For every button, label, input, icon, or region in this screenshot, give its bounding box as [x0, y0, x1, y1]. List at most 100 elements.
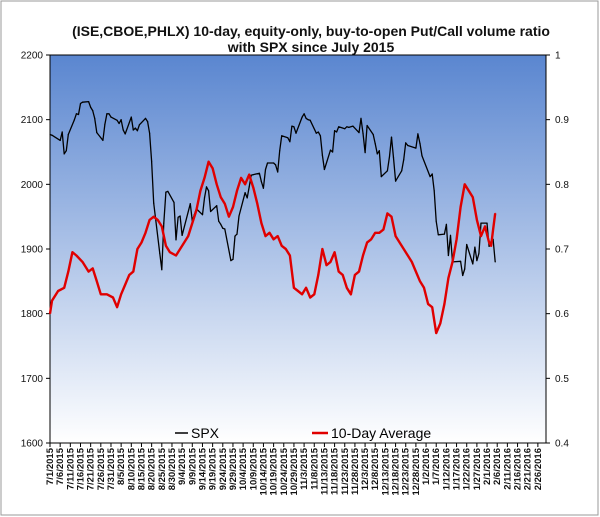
data-point-spx [307, 119, 309, 121]
data-point-spx [222, 227, 224, 229]
data-point-spx [462, 274, 464, 277]
data-point-10-day-average [301, 293, 303, 295]
data-point-spx [248, 186, 250, 188]
data-point-spx [281, 135, 283, 137]
data-point-spx [380, 176, 382, 178]
x-axis: 7/1/2015 7/6/2015 7/11/2015 7/16/2015 7/21/2… [45, 443, 544, 496]
data-point-spx [81, 101, 84, 103]
data-point-spx [73, 119, 75, 121]
data-point-10-day-average [195, 209, 197, 211]
data-point-spx [344, 128, 346, 130]
data-point-spx [134, 127, 136, 129]
data-point-spx [460, 260, 462, 262]
data-point-spx [415, 147, 417, 149]
data-point-10-day-average [116, 306, 118, 308]
left-axis: 1600 1700 1800 1900 2000 2100 2200 [21, 51, 50, 450]
right-tick-label: 1 [555, 51, 561, 62]
data-point-spx [291, 125, 293, 127]
data-point-10-day-average [464, 183, 466, 185]
x-tick-label: 2/26/2016 [533, 448, 544, 490]
data-point-spx [419, 143, 421, 145]
series-layer [48, 100, 497, 335]
data-point-10-day-average [112, 296, 114, 299]
x-tick-label: 11/8/2015 [309, 447, 320, 489]
data-point-10-day-average [325, 264, 328, 266]
data-point-spx [466, 243, 468, 246]
data-point-10-day-average [183, 241, 185, 244]
data-point-10-day-average [378, 232, 380, 234]
x-tick-label: 2/6/2016 [492, 448, 503, 485]
data-point-spx [175, 239, 177, 241]
data-point-spx [94, 117, 96, 119]
data-point-spx [433, 190, 435, 192]
data-point-spx [435, 220, 437, 222]
data-point-10-day-average [476, 219, 478, 221]
data-point-spx [374, 143, 376, 145]
x-tick-label: 10/9/2015 [248, 447, 259, 490]
x-tick-label: 1/17/2016 [452, 448, 463, 490]
data-point-spx [303, 113, 305, 115]
x-tick-label: 2/11/2016 [502, 448, 513, 490]
x-tick-label: 9/9/2015 [187, 447, 198, 485]
data-point-spx [295, 132, 297, 134]
data-point-spx [449, 234, 452, 236]
data-point-10-day-average [165, 245, 167, 247]
data-point-10-day-average [92, 267, 94, 269]
data-point-spx [149, 132, 151, 134]
data-point-spx [75, 113, 77, 115]
x-tick-label: 12/8/2015 [370, 447, 381, 490]
data-point-10-day-average [199, 190, 201, 192]
data-point-10-day-average [492, 229, 494, 231]
data-point-spx [443, 233, 445, 235]
data-point-spx [293, 126, 295, 128]
data-point-spx [407, 144, 409, 147]
data-point-spx [480, 222, 482, 224]
x-tick-label: 7/11/2015 [65, 447, 76, 489]
data-point-spx [264, 168, 267, 171]
data-point-10-day-average [71, 251, 73, 253]
data-point-spx [301, 116, 303, 118]
data-point-spx [417, 133, 419, 135]
x-tick-label: 9/4/2015 [177, 447, 188, 485]
x-tick-label: 9/14/2015 [197, 447, 208, 490]
data-point-10-day-average [313, 293, 315, 295]
right-axis: 0.4 0.5 0.6 0.7 0.8 0.9 1 [546, 51, 569, 450]
left-tick-label: 2100 [21, 115, 44, 126]
data-point-spx [159, 252, 161, 255]
x-tick-label: 7/16/2015 [75, 447, 86, 490]
data-point-spx [305, 117, 307, 119]
data-point-10-day-average [248, 174, 250, 176]
left-tick-label: 1700 [21, 374, 44, 385]
data-point-10-day-average [490, 245, 492, 247]
data-point-spx [104, 123, 106, 125]
data-point-spx [234, 235, 236, 237]
data-point-spx [201, 214, 204, 216]
data-point-10-day-average [321, 248, 323, 250]
x-tick-label: 1/27/2016 [472, 448, 483, 490]
data-point-10-day-average [281, 245, 283, 247]
data-point-spx [250, 174, 252, 176]
data-point-spx [336, 131, 338, 133]
data-point-10-day-average [390, 216, 393, 218]
data-point-spx [136, 130, 138, 132]
x-tick-label: 8/5/2015 [116, 447, 127, 485]
series-line-spx [49, 100, 496, 277]
data-point-spx [120, 119, 122, 121]
data-point-spx [110, 116, 112, 118]
right-tick-label: 0.8 [555, 180, 569, 191]
data-point-spx [90, 106, 92, 108]
data-point-10-day-average [140, 241, 143, 244]
x-tick-label: 12/23/2015 [401, 447, 412, 495]
x-tick-label: 2/21/2016 [523, 448, 534, 490]
data-point-spx [230, 260, 232, 262]
data-point-10-day-average [244, 183, 246, 185]
data-point-spx [102, 139, 104, 141]
right-tick-label: 0.4 [555, 439, 569, 450]
data-point-spx [488, 245, 490, 247]
data-point-10-day-average [49, 313, 51, 315]
data-point-spx [118, 122, 120, 125]
data-point-10-day-average [350, 293, 352, 295]
data-point-10-day-average [67, 271, 69, 273]
data-point-10-day-average [386, 212, 388, 214]
